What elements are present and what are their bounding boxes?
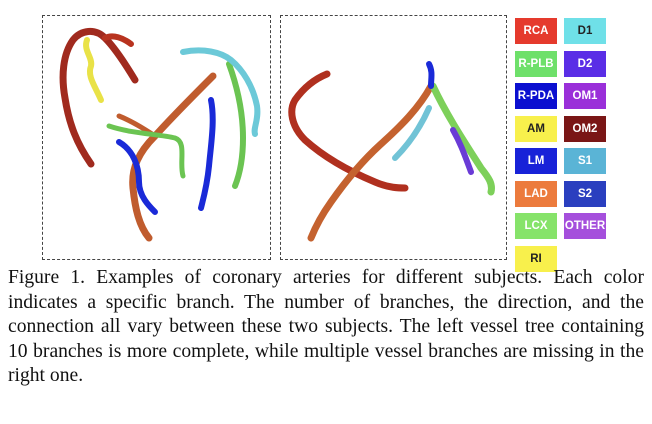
legend-item-d2: D2: [564, 50, 606, 77]
legend-item-other: OTHER: [564, 213, 606, 239]
legend-item-lcx: LCX: [515, 213, 557, 239]
legend-item-d1: D1: [564, 18, 606, 44]
legend-item-lm: LM: [515, 148, 557, 174]
legend-item-lad: LAD: [515, 180, 557, 207]
right-vessel-tree-panel: [280, 15, 507, 260]
legend-item-om1: OM1: [564, 83, 606, 109]
left-vessel-tree-panel: [42, 15, 271, 260]
left-vessel-tree-image: [59, 28, 261, 242]
legend-item-s2: S2: [564, 180, 606, 207]
legend-item-s1: S1: [564, 148, 606, 174]
legend-item-om2: OM2: [564, 115, 606, 142]
right-vessel-tree-image: [288, 61, 495, 242]
legend-item-am: AM: [515, 115, 557, 142]
legend-item-ri: RI: [515, 245, 557, 272]
figure-caption: Figure 1. Examples of coronary arteries …: [8, 267, 644, 386]
legend-item-r-pda: R-PDA: [515, 83, 557, 109]
legend-item-r-plb: R-PLB: [515, 50, 557, 77]
legend-item-rca: RCA: [515, 18, 557, 44]
